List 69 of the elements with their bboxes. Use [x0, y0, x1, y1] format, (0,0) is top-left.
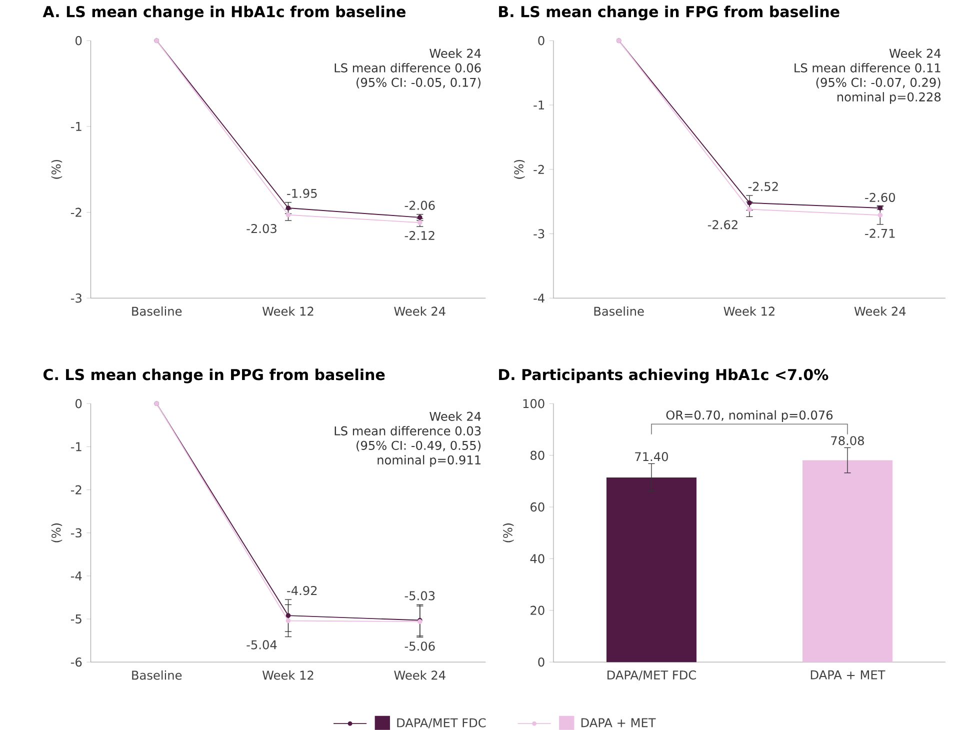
legend-label: DAPA/MET FDC — [397, 718, 486, 728]
data-label: -2.71 — [865, 228, 895, 238]
y-axis-title: (%) — [514, 160, 525, 179]
data-label: -5.06 — [404, 642, 435, 651]
annotation: Week 24 — [430, 48, 481, 58]
y-tick-label: 20 — [530, 606, 544, 616]
y-tick-label: 80 — [530, 450, 544, 460]
annotation: (95% CI: -0.49, 0.55) — [356, 440, 480, 452]
annotation: (95% CI: -0.07, 0.29) — [816, 78, 940, 88]
x-tick-label: Week 12 — [262, 670, 314, 680]
annotation: Week 24 — [889, 48, 941, 58]
annotation: nominal p=0.911 — [378, 455, 480, 467]
y-axis-title: (%) — [51, 524, 62, 542]
x-tick-label: Baseline — [132, 670, 182, 680]
x-tick-label: DAPA/MET FDC — [608, 670, 696, 681]
annotation: LS mean difference 0.11 — [794, 63, 940, 73]
data-label: 71.40 — [635, 452, 668, 462]
x-tick-label: Week 24 — [394, 306, 446, 316]
x-tick-label: Week 24 — [394, 670, 446, 680]
y-axis-title: (%) — [51, 160, 62, 179]
data-label: -2.52 — [748, 182, 778, 192]
annotation: Week 24 — [430, 412, 481, 422]
data-label: -2.62 — [708, 220, 738, 230]
y-tick-label: 0 — [538, 36, 544, 46]
data-label: -4.92 — [287, 586, 317, 596]
x-tick-label: Baseline — [594, 306, 644, 316]
y-tick-label: -2 — [534, 164, 544, 174]
y-tick-label: 0 — [538, 658, 544, 667]
y-tick-label: -6 — [70, 658, 82, 667]
y-tick-label: -3 — [534, 229, 544, 238]
y-tick-label: -2 — [70, 485, 82, 494]
chart-title: A. LS mean change in HbA1c from baseline — [42, 6, 406, 20]
data-label: -5.04 — [246, 640, 277, 650]
annotation: (95% CI: -0.05, 0.17) — [356, 78, 480, 88]
data-label: -2.06 — [404, 200, 435, 210]
data-label: -1.95 — [287, 188, 317, 198]
annotation: LS mean difference 0.06 — [334, 63, 481, 73]
y-tick-label: 40 — [530, 554, 544, 564]
annotation: nominal p=0.228 — [838, 92, 941, 104]
annotation: LS mean difference 0.03 — [334, 426, 481, 436]
chart-title: D. Participants achieving HbA1c <7.0% — [499, 368, 828, 384]
x-tick-label: Week 12 — [724, 306, 774, 316]
y-tick-label: -4 — [534, 294, 544, 303]
y-tick-label: -4 — [70, 572, 82, 580]
x-tick-label: DAPA + MET — [810, 670, 886, 680]
y-tick-label: 0 — [76, 399, 82, 408]
y-axis-title: (%) — [502, 524, 514, 542]
data-label: -2.03 — [246, 224, 276, 234]
y-tick-label: -1 — [70, 122, 82, 131]
data-label: 78.08 — [831, 436, 864, 446]
annotation: OR=0.70, nominal p=0.076 — [666, 410, 833, 422]
legend-label: DAPA + MET — [581, 718, 656, 728]
x-tick-label: Week 24 — [854, 306, 906, 316]
y-tick-label: -2 — [70, 208, 82, 217]
y-tick-label: 0 — [76, 36, 82, 46]
data-label: -2.60 — [865, 192, 895, 202]
x-tick-label: Baseline — [132, 306, 182, 316]
x-tick-label: Week 12 — [262, 306, 314, 316]
data-label: -5.03 — [404, 591, 435, 600]
chart-title: B. LS mean change in FPG from baseline — [499, 6, 840, 20]
y-tick-label: -5 — [70, 614, 82, 624]
y-tick-label: -1 — [70, 442, 82, 452]
y-tick-label: -1 — [534, 100, 544, 110]
y-tick-label: -3 — [70, 294, 82, 303]
y-tick-label: 60 — [530, 502, 544, 512]
y-tick-label: 100 — [523, 399, 544, 408]
data-label: -2.12 — [404, 231, 434, 240]
y-tick-label: -3 — [70, 528, 82, 538]
chart-title: C. LS mean change in PPG from baseline — [43, 368, 385, 384]
